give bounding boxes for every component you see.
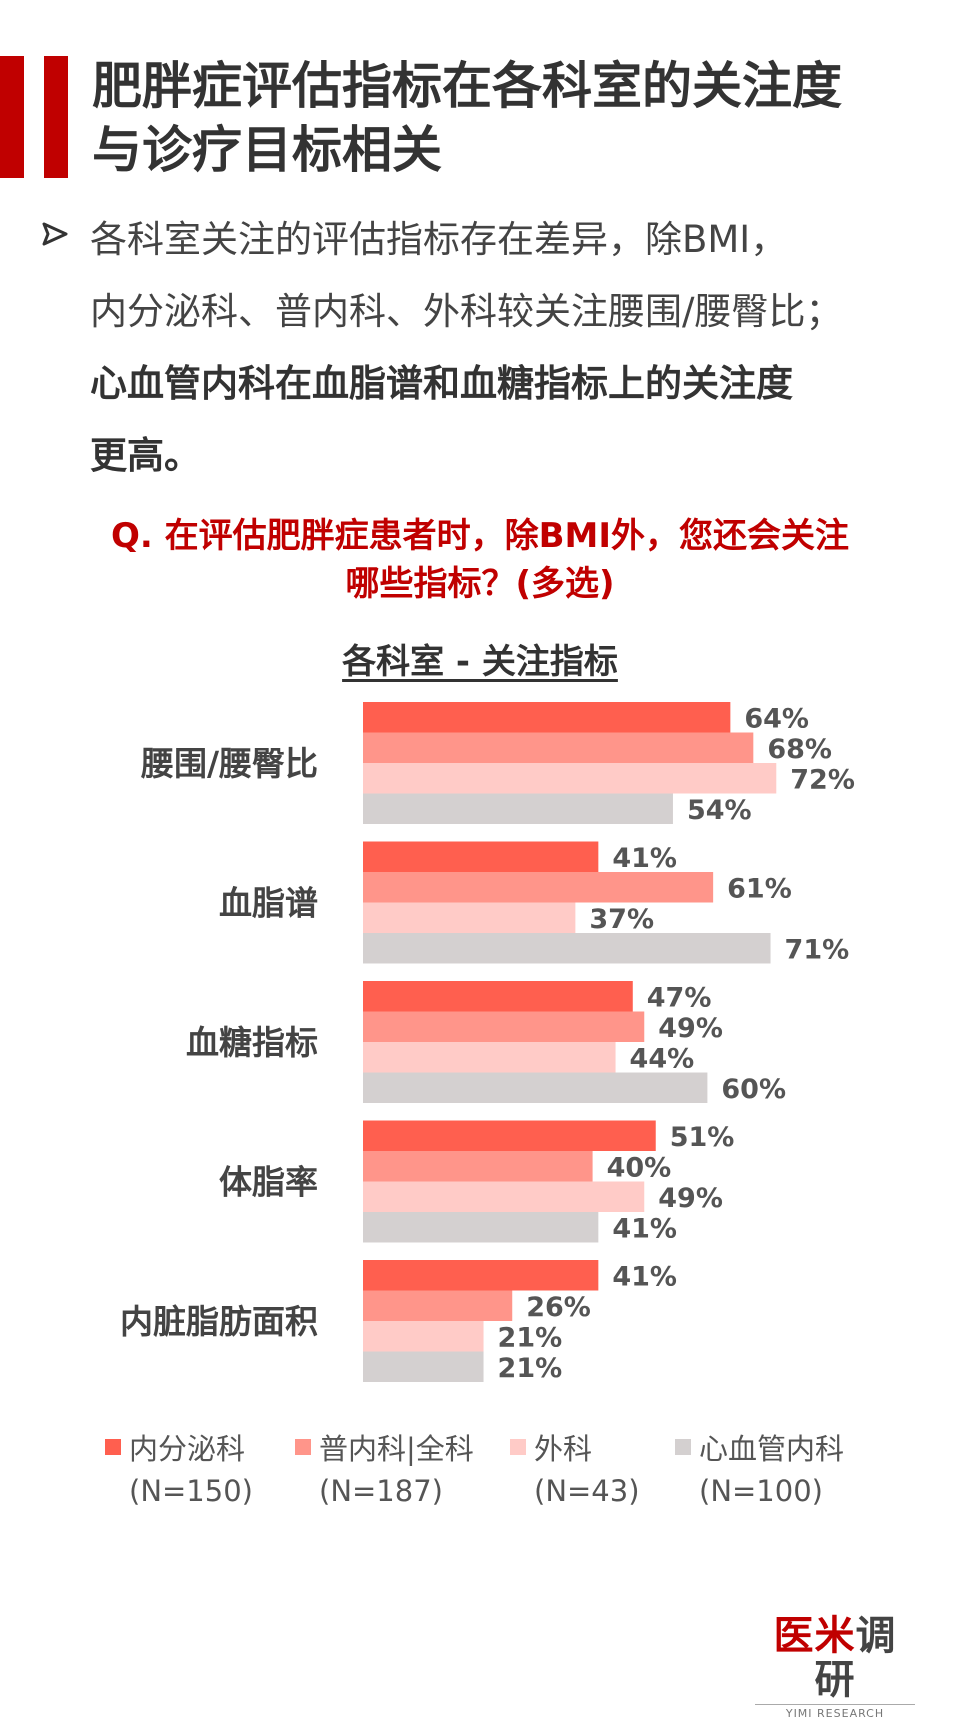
legend-label: 外科: [534, 1432, 593, 1466]
data-label: 41%: [612, 1213, 677, 1244]
category-label: 血糖指标: [186, 1023, 318, 1062]
data-label: 41%: [612, 1261, 677, 1292]
category-label: 内脏脂肪面积: [120, 1302, 318, 1341]
legend-label: 普内科|全科: [319, 1432, 474, 1466]
bar-chart: 腰围/腰臀比 64%68%72% 54% 血脂谱 41% 61% 37% 71% 血糖指标 47%…: [120, 702, 855, 1384]
bar: [363, 1321, 484, 1352]
bar: [363, 902, 576, 933]
chart-title-text: 各科室 - 关注指标: [342, 642, 618, 682]
legend-item-cardiology: 心血管内科 (N=100): [675, 1428, 844, 1512]
data-label: 40%: [607, 1152, 672, 1183]
legend-swatch: [510, 1439, 526, 1455]
bar: [363, 702, 731, 733]
bullet-line-4: 更高。: [90, 434, 201, 477]
bar: [363, 872, 714, 903]
bullet-line-3: 心血管内科在血脂谱和血糖指标上的关注度: [90, 362, 793, 405]
legend-sample-size: (N=187): [319, 1474, 443, 1508]
page-title: 肥胖症评估指标在各科室的关注度 与诊疗目标相关: [92, 54, 922, 182]
bar: [363, 763, 777, 794]
chart-title: 各科室 - 关注指标: [0, 634, 960, 683]
data-label: 72%: [790, 764, 855, 795]
data-label: 51%: [670, 1122, 735, 1153]
data-label: 37%: [589, 904, 654, 935]
logo-subtitle: YIMI RESEARCH: [755, 1704, 915, 1720]
bar: [363, 933, 771, 964]
arrow-bullet-icon: [42, 222, 68, 246]
bullet-line-1: 各科室关注的评估指标存在差异，除BMI，: [90, 218, 788, 261]
legend-label: 心血管内科: [699, 1432, 845, 1466]
legend-swatch: [295, 1439, 311, 1455]
yimi-research-logo: 医米调研 YIMI RESEARCH: [755, 1613, 915, 1720]
accent-bar: [44, 56, 68, 178]
bar: [363, 1351, 484, 1382]
legend-item-general-medicine: 普内科|全科 (N=187): [295, 1428, 474, 1512]
data-label: 41%: [612, 843, 677, 874]
survey-question: Q. 在评估肥胖症患者时，除BMI外，您还会关注 哪些指标？(多选): [40, 512, 920, 608]
bar: [363, 1042, 616, 1073]
category-label: 体脂率: [219, 1163, 318, 1202]
legend-swatch: [675, 1439, 691, 1455]
legend-sample-size: (N=43): [534, 1474, 640, 1508]
bar: [363, 1212, 599, 1243]
data-label: 64%: [744, 703, 809, 734]
bar: [363, 793, 673, 824]
legend-sample-size: (N=100): [699, 1474, 823, 1508]
data-label: 49%: [658, 1013, 723, 1044]
logo-text-red: 医米: [773, 1613, 856, 1659]
legend-sample-size: (N=150): [129, 1474, 253, 1508]
bar: [363, 1260, 599, 1291]
data-label: 26%: [526, 1292, 591, 1323]
legend-item-surgery: 外科 (N=43): [510, 1428, 640, 1512]
legend-item-endocrinology: 内分泌科 (N=150): [105, 1428, 253, 1512]
bar: [363, 1290, 513, 1321]
data-label: 21%: [498, 1322, 563, 1353]
bar: [363, 1120, 656, 1151]
data-label: 71%: [785, 934, 850, 965]
legend-label: 内分泌科: [129, 1432, 246, 1466]
data-label: 44%: [630, 1043, 695, 1074]
question-line-1: Q. 在评估肥胖症患者时，除BMI外，您还会关注: [110, 516, 850, 556]
legend-swatch: [105, 1439, 121, 1455]
logo-text-gray: 调研: [814, 1613, 897, 1703]
data-label: 47%: [647, 982, 712, 1013]
chart-legend: 内分泌科 (N=150) 普内科|全科 (N=187) 外科 (N=43) 心血…: [105, 1428, 905, 1528]
data-label: 61%: [727, 873, 792, 904]
title-line-2: 与诊疗目标相关: [92, 121, 442, 179]
data-label: 60%: [721, 1074, 786, 1105]
bar: [363, 1011, 645, 1042]
category-label: 腰围/腰臀比: [141, 744, 318, 783]
title-line-1: 肥胖症评估指标在各科室的关注度: [92, 57, 842, 115]
bar: [363, 841, 599, 872]
data-label: 49%: [658, 1183, 723, 1214]
bar: [363, 1181, 645, 1212]
question-line-2: 哪些指标？(多选): [345, 564, 615, 604]
data-label: 54%: [687, 795, 752, 826]
data-label: 21%: [498, 1353, 563, 1384]
data-label: 68%: [767, 734, 832, 765]
bar: [363, 732, 754, 763]
bullet-point: 各科室关注的评估指标存在差异，除BMI， 内分泌科、普内科、外科较关注腰围/腰臀…: [40, 204, 930, 492]
bullet-line-2: 内分泌科、普内科、外科较关注腰围/腰臀比；: [90, 290, 843, 333]
bullet-text: 各科室关注的评估指标存在差异，除BMI， 内分泌科、普内科、外科较关注腰围/腰臀…: [90, 204, 930, 492]
bar: [363, 1151, 593, 1182]
bar: [363, 981, 633, 1012]
accent-bar: [0, 56, 24, 178]
bar: [363, 1072, 708, 1103]
category-label: 血脂谱: [219, 884, 318, 923]
